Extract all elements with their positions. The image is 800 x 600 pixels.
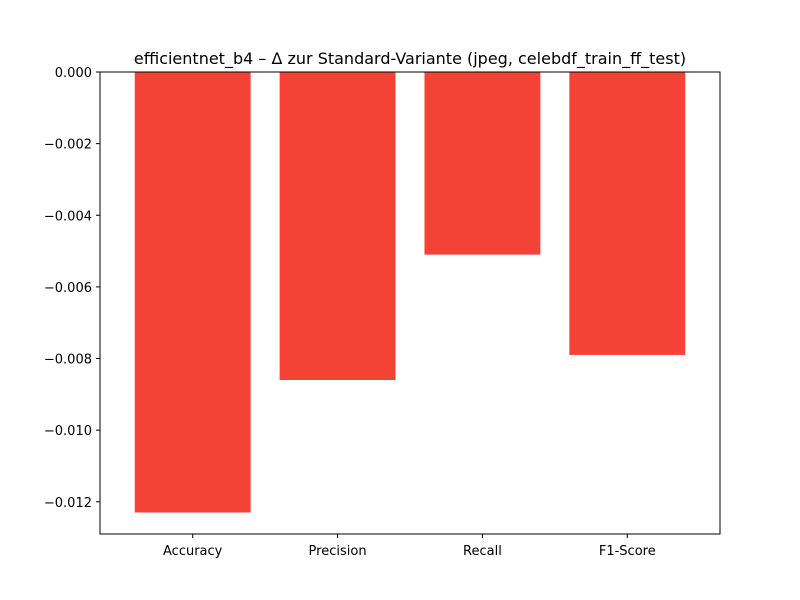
x-axis: Accuracy Precision Recall F1-Score [163,534,656,559]
x-tick-label: Accuracy [163,544,223,559]
bar-precision [279,72,396,380]
x-tick-label: Precision [309,544,367,559]
y-tick-label: −0.002 [44,138,92,153]
bar-recall [424,72,541,255]
bars-layer [134,72,686,513]
y-tick-label: −0.012 [44,496,92,511]
y-tick-label: −0.008 [44,353,92,368]
y-tick-label: 0.000 [55,66,92,81]
x-tick-label: Recall [463,544,502,559]
chart-title: efficientnet_b4 – Δ zur Standard-Variant… [134,49,686,69]
y-tick-label: −0.006 [44,281,92,296]
y-tick-label: −0.010 [44,424,92,439]
y-axis: 0.000 −0.002 −0.004 −0.006 −0.008 −0.010 −0.01… [44,66,100,511]
bar-f1-score [569,72,686,355]
bar-accuracy [134,72,251,513]
x-tick-label: F1-Score [599,544,656,559]
y-tick-label: −0.004 [44,209,92,224]
plot-frame [99,71,721,535]
